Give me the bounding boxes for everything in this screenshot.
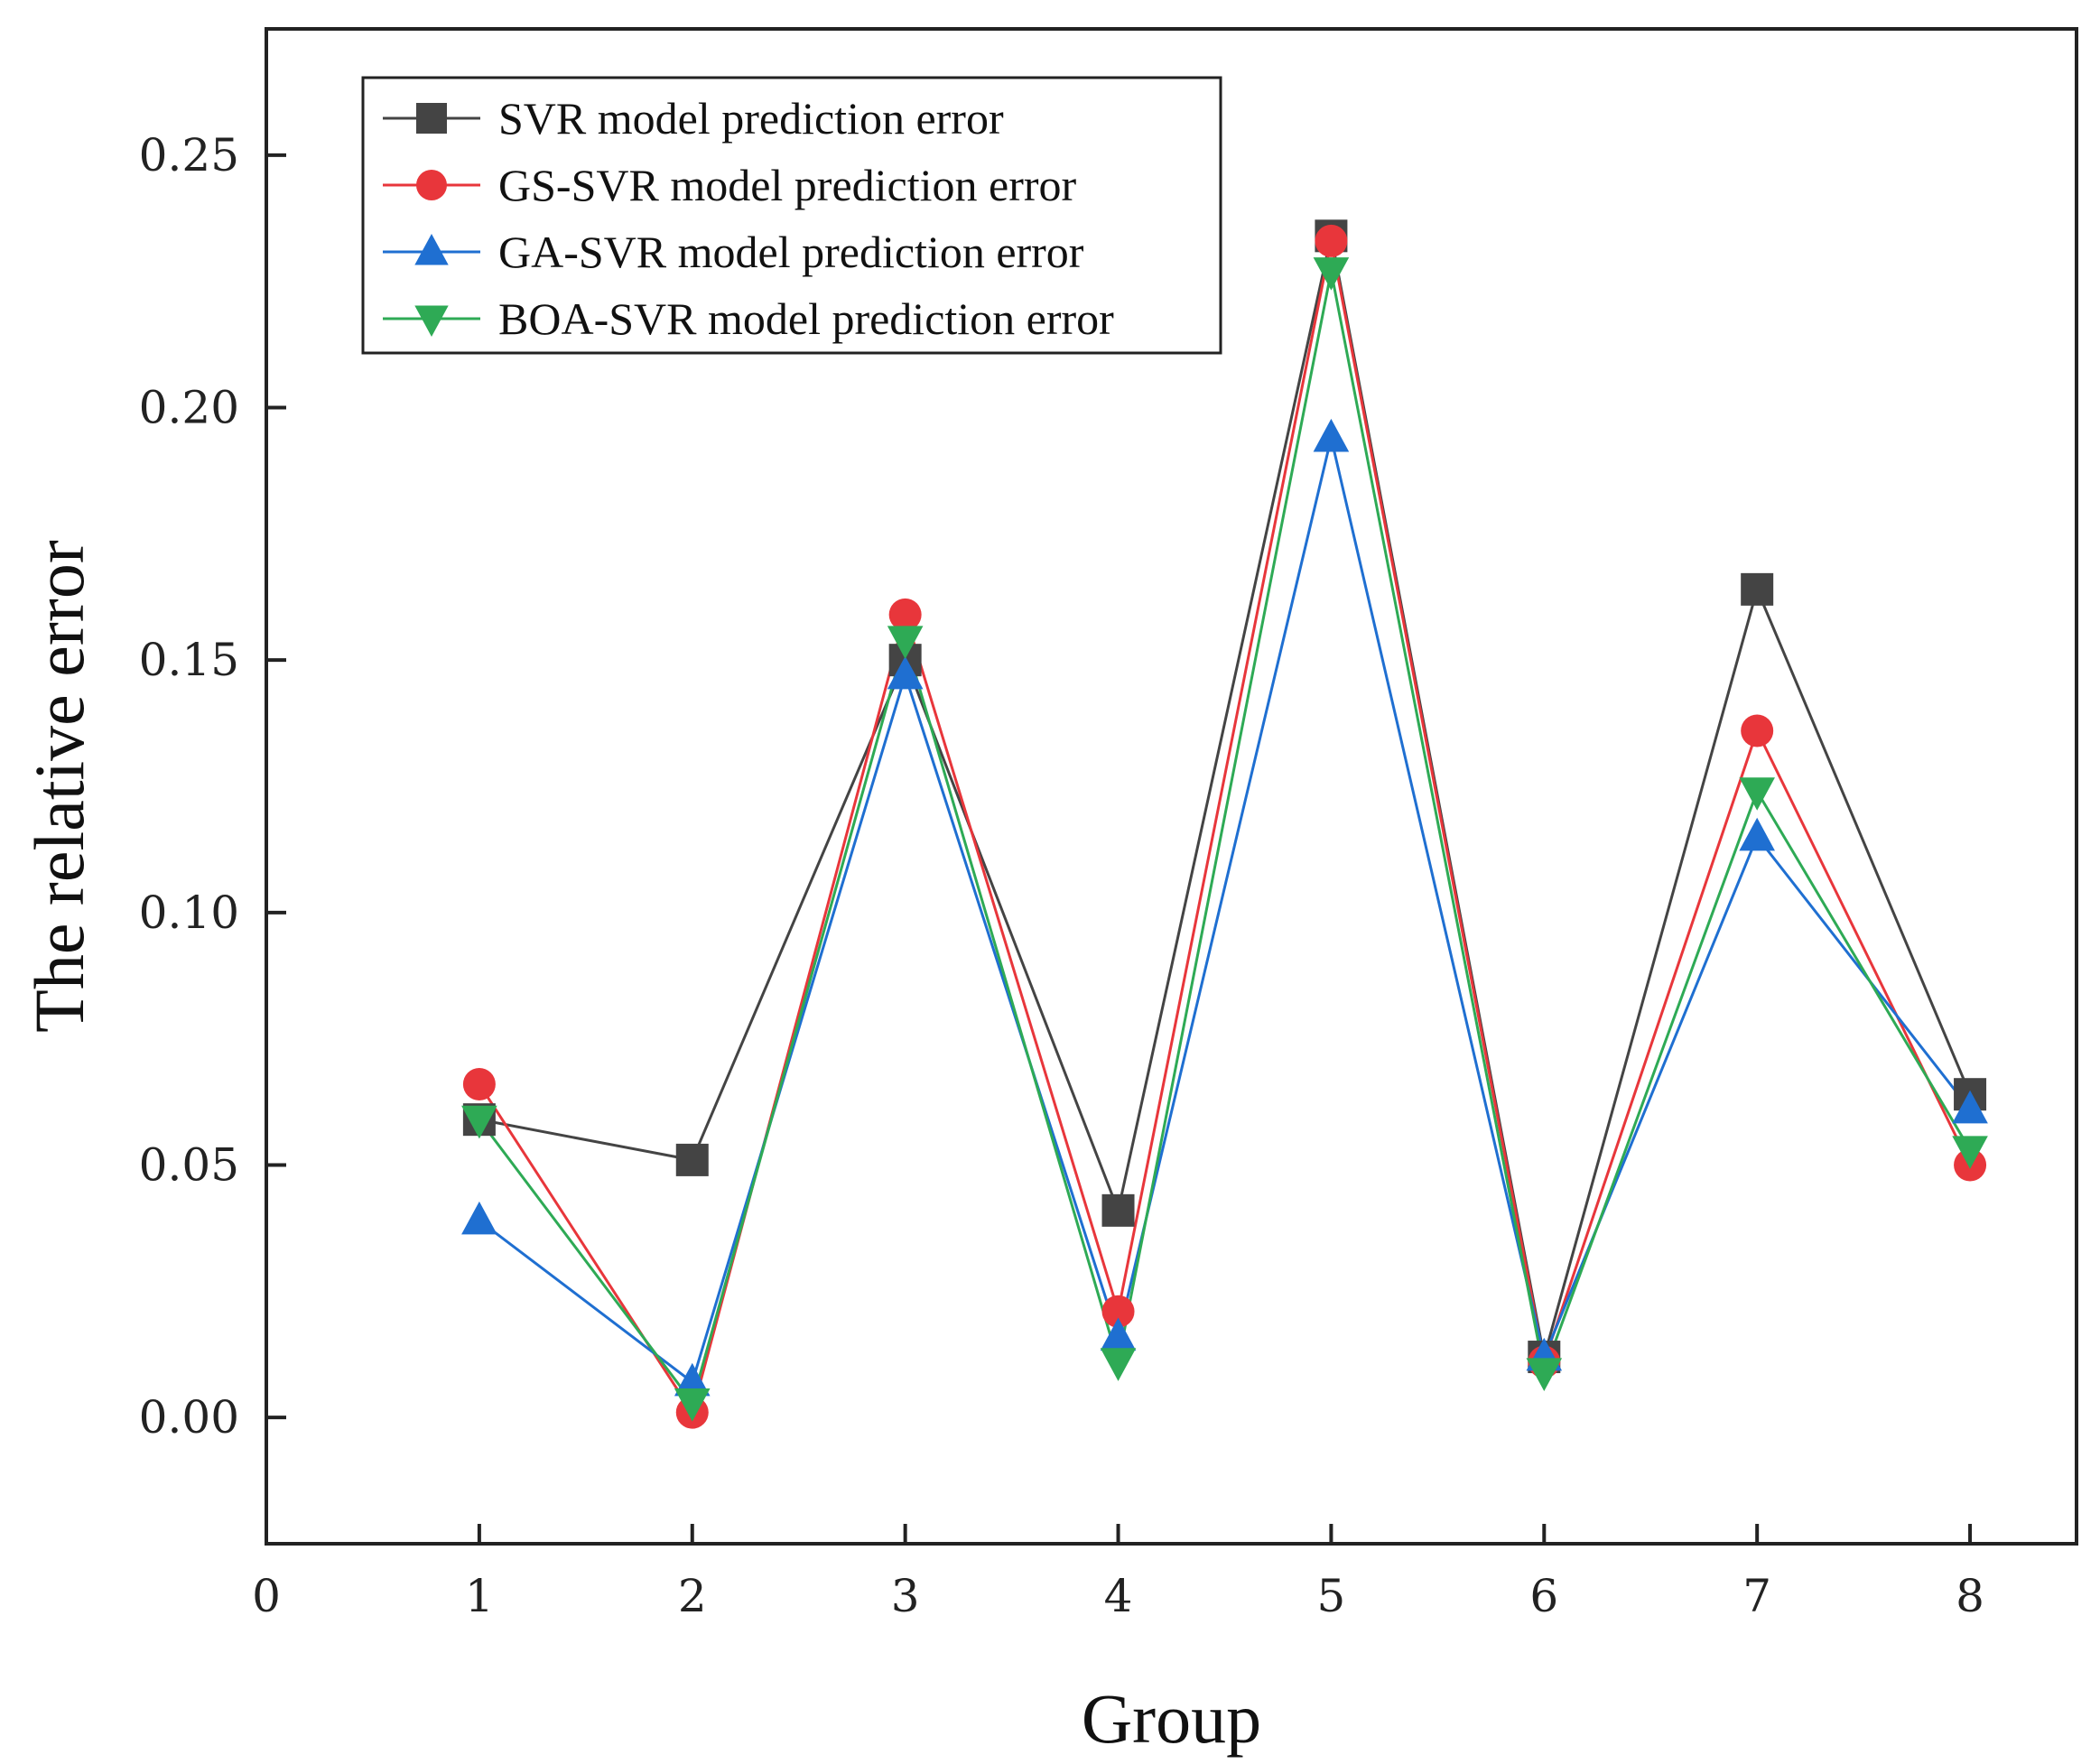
- data-point: [461, 1201, 497, 1235]
- x-tick-label: 2: [678, 1570, 707, 1622]
- legend-label: BOA-SVR model prediction error: [498, 293, 1114, 344]
- y-axis-title: The relative error: [20, 540, 98, 1033]
- data-point: [887, 626, 924, 659]
- y-tick-label: 0.05: [139, 1139, 239, 1192]
- y-axis-ticks: 0.00 0.05 0.10 0.15 0.20 0.25: [139, 129, 286, 1444]
- legend-label: SVR model prediction error: [498, 93, 1004, 144]
- legend-box: [361, 76, 1222, 355]
- legend-items: SVR model prediction error GS-SVR model p…: [383, 93, 1114, 344]
- y-tick-label: 0.00: [139, 1391, 239, 1444]
- data-point: [674, 1388, 711, 1422]
- x-tick-label: 3: [891, 1570, 920, 1622]
- data-point: [1952, 1090, 1988, 1124]
- data-point: [888, 598, 922, 631]
- legend-marker: [414, 305, 449, 338]
- data-point: [887, 655, 924, 690]
- data-point: [1313, 418, 1350, 452]
- x-tick-label: 7: [1742, 1570, 1771, 1622]
- data-point: [1741, 714, 1774, 747]
- x-tick-label: 4: [1104, 1570, 1133, 1622]
- data-point: [1313, 257, 1350, 291]
- x-tick-label: 1: [465, 1570, 494, 1622]
- legend-label: GA-SVR model prediction error: [498, 227, 1084, 277]
- data-point: [1100, 1348, 1137, 1381]
- data-point: [1741, 572, 1774, 606]
- legend-marker: [416, 103, 447, 134]
- legend-marker: [414, 233, 449, 265]
- series-line: [478, 437, 1972, 1385]
- data-point: [1526, 1358, 1563, 1392]
- x-axis-ticks: 0 1 2 3 4 5 6 7 8: [252, 1524, 1984, 1622]
- data-point: [1315, 224, 1348, 257]
- series-line: [478, 271, 1972, 1406]
- series-markers: [461, 219, 1988, 1429]
- data-point: [1101, 1193, 1135, 1227]
- y-tick-label: 0.10: [139, 887, 239, 939]
- legend-marker: [416, 170, 447, 200]
- x-tick-label: 6: [1529, 1570, 1558, 1622]
- x-tick-label: 5: [1317, 1570, 1346, 1622]
- x-tick-label: 0: [252, 1570, 281, 1622]
- data-point: [1739, 777, 1775, 811]
- y-tick-label: 0.15: [139, 634, 239, 686]
- y-tick-label: 0.25: [139, 129, 239, 181]
- x-axis-title: Group: [1082, 1679, 1261, 1758]
- legend-label: GS-SVR model prediction error: [498, 160, 1077, 210]
- data-point: [1739, 817, 1775, 851]
- legend: SVR model prediction error GS-SVR model p…: [361, 76, 1222, 355]
- data-point: [1100, 1317, 1137, 1351]
- data-point: [675, 1143, 709, 1176]
- data-point: [1952, 1136, 1988, 1169]
- x-tick-label: 8: [1956, 1570, 1984, 1622]
- data-point: [461, 1105, 497, 1139]
- data-point: [462, 1068, 496, 1101]
- series-lines: [478, 236, 1972, 1416]
- data-point: [674, 1362, 711, 1397]
- data-point: [1101, 1295, 1135, 1328]
- series-line: [479, 236, 1972, 1358]
- y-tick-label: 0.20: [139, 382, 239, 434]
- plot-area-frame: [265, 27, 2078, 1546]
